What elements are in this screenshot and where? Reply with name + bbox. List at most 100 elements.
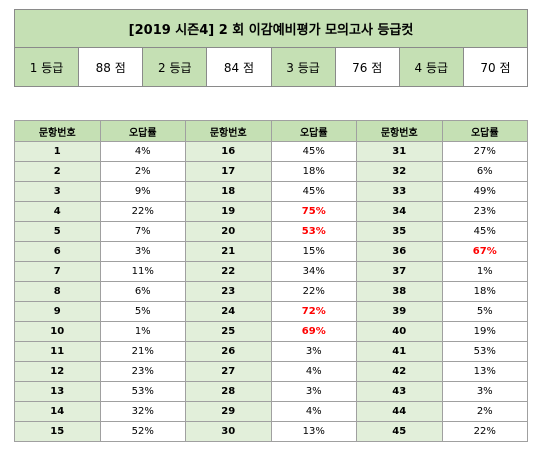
question-number-cell: 24 (185, 301, 272, 322)
wrong-rate-cell: 49% (441, 181, 528, 202)
wrong-rate-cell: 22% (270, 281, 357, 302)
question-number-cell: 4 (14, 201, 101, 222)
question-number-cell: 27 (185, 361, 272, 382)
column-header-number: 문항번호 (356, 120, 443, 142)
question-number-cell: 13 (14, 381, 101, 402)
question-number-cell: 37 (356, 261, 443, 282)
wrong-rate-cell: 4% (99, 141, 186, 162)
wrong-rate-cell-highlight: 69% (270, 321, 357, 342)
question-number-cell: 1 (14, 141, 101, 162)
table-row: 12 23% 27 4% 42 13% (14, 361, 528, 382)
table-row: 5 7% 20 53% 35 45% (14, 221, 528, 242)
question-number-cell: 29 (185, 401, 272, 422)
wrong-rate-cell: 3% (270, 341, 357, 362)
wrong-rate-cell: 18% (441, 281, 528, 302)
grade-score: 88 점 (78, 47, 144, 87)
wrong-rate-cell-highlight: 53% (270, 221, 357, 242)
question-number-cell: 12 (14, 361, 101, 382)
grade-label: 2 등급 (142, 47, 208, 87)
question-number-cell: 15 (14, 421, 101, 442)
wrong-rate-cell-highlight: 75% (270, 201, 357, 222)
question-number-cell: 16 (185, 141, 272, 162)
question-number-cell: 20 (185, 221, 272, 242)
wrong-rate-cell: 3% (441, 381, 528, 402)
wrong-rate-cell: 19% (441, 321, 528, 342)
wrong-rate-cell: 4% (270, 361, 357, 382)
question-number-cell: 36 (356, 241, 443, 262)
wrong-rate-cell: 2% (441, 401, 528, 422)
wrong-rate-cell: 45% (270, 181, 357, 202)
table-row: 9 5% 24 72% 39 5% (14, 301, 528, 322)
grade-label: 3 등급 (270, 47, 336, 87)
wrong-rate-cell: 21% (99, 341, 186, 362)
wrong-rate-cell: 5% (99, 301, 186, 322)
question-number-cell: 45 (356, 421, 443, 442)
grade-cut-row: 1 등급 88 점 2 등급 84 점 3 등급 76 점 4 등급 70 점 (13, 47, 529, 87)
grade-label: 4 등급 (398, 47, 464, 87)
question-number-cell: 9 (14, 301, 101, 322)
wrong-rate-cell: 4% (270, 401, 357, 422)
question-number-cell: 6 (14, 241, 101, 262)
question-number-cell: 41 (356, 341, 443, 362)
wrong-rate-cell: 18% (270, 161, 357, 182)
question-number-cell: 30 (185, 421, 272, 442)
grade-score: 84 점 (206, 47, 272, 87)
question-number-cell: 26 (185, 341, 272, 362)
wrong-rate-cell: 53% (441, 341, 528, 362)
wrong-rate-cell: 15% (270, 241, 357, 262)
question-number-cell: 33 (356, 181, 443, 202)
table-row: 6 3% 21 15% 36 67% (14, 241, 528, 262)
wrong-rate-cell: 3% (99, 241, 186, 262)
question-number-cell: 32 (356, 161, 443, 182)
question-number-cell: 21 (185, 241, 272, 262)
wrong-rate-cell: 23% (441, 201, 528, 222)
question-number-cell: 14 (14, 401, 101, 422)
wrong-rate-cell: 45% (270, 141, 357, 162)
wrong-rate-cell: 1% (99, 321, 186, 342)
grade-cut-table: [2019 시즌4] 2 회 이감예비평가 모의고사 등급컷 1 등급 88 점… (13, 9, 529, 87)
question-number-cell: 2 (14, 161, 101, 182)
question-number-cell: 38 (356, 281, 443, 302)
wrong-rate-cell: 6% (99, 281, 186, 302)
question-number-cell: 18 (185, 181, 272, 202)
question-number-cell: 28 (185, 381, 272, 402)
wrong-rate-cell: 2% (99, 161, 186, 182)
wrong-rate-cell: 22% (99, 201, 186, 222)
wrong-rate-cell: 32% (99, 401, 186, 422)
wrong-rate-cell: 45% (441, 221, 528, 242)
question-number-cell: 31 (356, 141, 443, 162)
table-body: 1 4% 16 45% 31 27% 2 2% 17 18% 32 6% 3 9% 18 45% 33 49% 4 2… (14, 141, 528, 442)
table-row: 11 21% 26 3% 41 53% (14, 341, 528, 362)
question-number-cell: 17 (185, 161, 272, 182)
table-row: 4 22% 19 75% 34 23% (14, 201, 528, 222)
wrong-rate-cell: 7% (99, 221, 186, 242)
question-number-cell: 3 (14, 181, 101, 202)
question-number-cell: 43 (356, 381, 443, 402)
wrong-rate-cell: 5% (441, 301, 528, 322)
question-number-cell: 44 (356, 401, 443, 422)
column-header-rate: 오답률 (99, 120, 186, 142)
table-row: 2 2% 17 18% 32 6% (14, 161, 528, 182)
question-number-cell: 23 (185, 281, 272, 302)
question-number-cell: 35 (356, 221, 443, 242)
wrong-rate-cell: 13% (270, 421, 357, 442)
wrong-rate-cell: 22% (441, 421, 528, 442)
table-header-row: 문항번호 오답률 문항번호 오답률 문항번호 오답률 (14, 120, 528, 142)
column-header-number: 문항번호 (185, 120, 272, 142)
wrong-rate-cell: 11% (99, 261, 186, 282)
wrong-rate-cell: 6% (441, 161, 528, 182)
wrong-rate-cell: 27% (441, 141, 528, 162)
table-row: 10 1% 25 69% 40 19% (14, 321, 528, 342)
question-number-cell: 10 (14, 321, 101, 342)
column-header-rate: 오답률 (270, 120, 357, 142)
question-number-cell: 42 (356, 361, 443, 382)
table-row: 3 9% 18 45% 33 49% (14, 181, 528, 202)
wrong-rate-cell: 53% (99, 381, 186, 402)
wrong-answer-rate-table: 문항번호 오답률 문항번호 오답률 문항번호 오답률 1 4% 16 45% 31 27%… (14, 120, 528, 442)
column-header-number: 문항번호 (14, 120, 101, 142)
question-number-cell: 40 (356, 321, 443, 342)
wrong-rate-cell: 3% (270, 381, 357, 402)
question-number-cell: 11 (14, 341, 101, 362)
question-number-cell: 22 (185, 261, 272, 282)
